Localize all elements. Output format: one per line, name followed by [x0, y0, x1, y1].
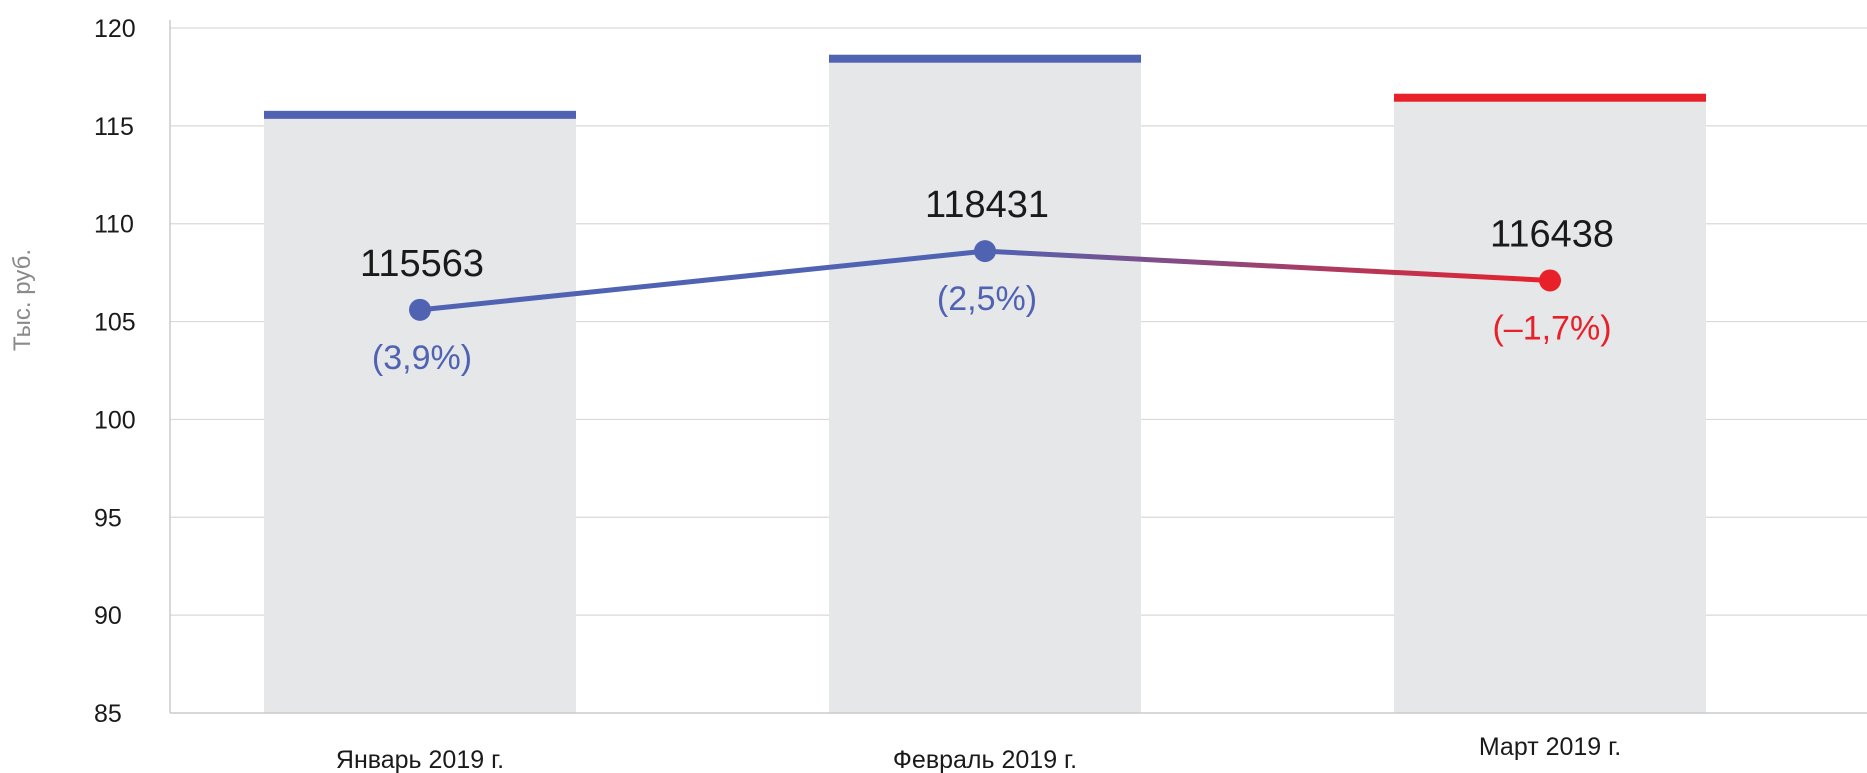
- change-label: (3,9%): [372, 339, 472, 377]
- bar-cap: [829, 54, 1141, 63]
- x-tick-label: Январь 2019 г.: [336, 746, 504, 773]
- line-segment: [982, 248, 1553, 283]
- line-segment: [417, 248, 988, 313]
- y-axis-label: Тыс. руб.: [9, 249, 36, 351]
- y-tick-label: 90: [94, 602, 122, 630]
- y-tick-label: 85: [94, 700, 122, 728]
- line-point: [1539, 269, 1561, 292]
- line-point: [409, 298, 431, 321]
- y-tick-label: 110: [94, 211, 134, 239]
- bars: [264, 54, 1706, 713]
- bar: [1394, 97, 1706, 713]
- value-label: 115563: [360, 243, 484, 285]
- x-tick-label: Февраль 2019 г.: [893, 746, 1077, 773]
- y-tick-label: 105: [94, 309, 136, 337]
- x-tick-label: Март 2019 г.: [1479, 733, 1621, 761]
- y-tick-label: 100: [94, 406, 136, 434]
- y-tick-label: 95: [94, 504, 122, 532]
- change-label: (–1,7%): [1492, 309, 1611, 347]
- axes: 85 90 95 100 105 110 115 120: [94, 15, 1867, 728]
- line-point: [974, 240, 996, 263]
- labels: Январь 2019 г. Февраль 2019 г. Март 2019 г…: [336, 184, 1621, 773]
- y-tick-label: 115: [94, 113, 134, 141]
- bar-cap: [264, 110, 576, 119]
- value-label: 116438: [1490, 213, 1614, 255]
- bar: [264, 114, 576, 713]
- change-line: [409, 240, 1561, 321]
- bar: [829, 58, 1141, 713]
- bar-cap: [1394, 93, 1706, 102]
- y-tick-label: 120: [94, 15, 136, 43]
- value-label: 118431: [925, 184, 1049, 226]
- change-label: (2,5%): [937, 280, 1037, 318]
